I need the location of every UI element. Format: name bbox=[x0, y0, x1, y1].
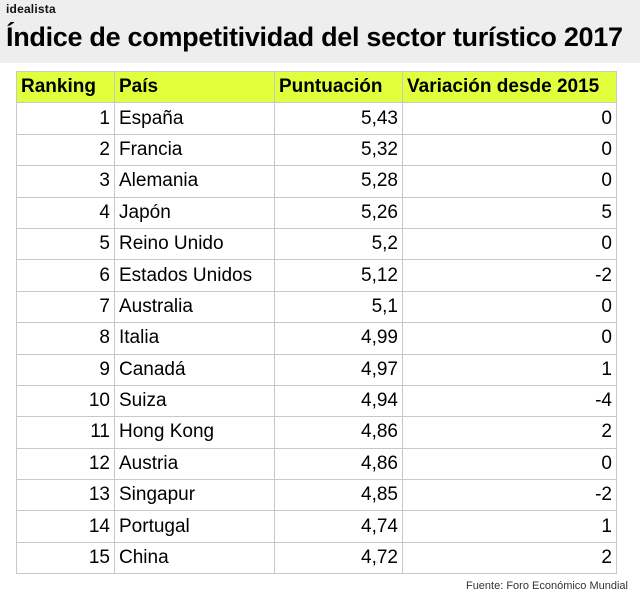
change-cell: 0 bbox=[402, 447, 617, 481]
table-row: 9 Canadá 4,97 1 bbox=[16, 353, 617, 386]
chart-title: Índice de competitividad del sector turí… bbox=[6, 22, 623, 52]
change-cell: 1 bbox=[402, 353, 617, 386]
table-row: 7 Australia 5,1 0 bbox=[16, 290, 617, 324]
score-cell: 5,43 bbox=[274, 102, 403, 135]
country-cell: Estados Unidos bbox=[114, 259, 275, 292]
rank-cell: 15 bbox=[16, 541, 115, 575]
rank-cell: 5 bbox=[16, 227, 115, 261]
score-cell: 5,12 bbox=[274, 259, 403, 292]
score-cell: 4,72 bbox=[274, 541, 403, 575]
change-cell: -2 bbox=[402, 259, 617, 292]
score-cell: 4,97 bbox=[274, 353, 403, 386]
change-cell: 2 bbox=[402, 541, 617, 575]
rank-cell: 11 bbox=[16, 416, 115, 449]
table-row: 1 España 5,43 0 bbox=[16, 102, 617, 135]
table-row: 15 China 4,72 2 bbox=[16, 541, 617, 575]
country-cell: Hong Kong bbox=[114, 416, 275, 449]
table-row: 2 Francia 5,32 0 bbox=[16, 133, 617, 167]
country-cell: Australia bbox=[114, 290, 275, 324]
score-cell: 4,99 bbox=[274, 322, 403, 355]
change-cell: 0 bbox=[402, 133, 617, 167]
change-cell: 0 bbox=[402, 227, 617, 261]
country-cell: Austria bbox=[114, 447, 275, 481]
change-cell: 0 bbox=[402, 322, 617, 355]
rank-cell: 13 bbox=[16, 479, 115, 512]
score-cell: 4,85 bbox=[274, 479, 403, 512]
table-row: 13 Singapur 4,85 -2 bbox=[16, 479, 617, 512]
change-cell: 0 bbox=[402, 290, 617, 324]
country-cell: Portugal bbox=[114, 510, 275, 543]
change-cell: 5 bbox=[402, 196, 617, 229]
rank-cell: 9 bbox=[16, 353, 115, 386]
table-header-row: Ranking País Puntuación Variación desde … bbox=[16, 70, 617, 104]
country-cell: Canadá bbox=[114, 353, 275, 386]
change-cell: 0 bbox=[402, 165, 617, 198]
score-cell: 4,94 bbox=[274, 384, 403, 418]
ranking-table: Ranking País Puntuación Variación desde … bbox=[16, 70, 617, 575]
score-cell: 5,1 bbox=[274, 290, 403, 324]
score-cell: 4,86 bbox=[274, 416, 403, 449]
column-header: País bbox=[114, 70, 275, 104]
brand-logo: idealista bbox=[6, 2, 56, 16]
score-cell: 5,26 bbox=[274, 196, 403, 229]
rank-cell: 12 bbox=[16, 447, 115, 481]
table-row: 12 Austria 4,86 0 bbox=[16, 447, 617, 481]
rank-cell: 2 bbox=[16, 133, 115, 167]
title-band: idealista Índice de competitividad del s… bbox=[0, 0, 640, 63]
country-cell: Italia bbox=[114, 322, 275, 355]
change-cell: -4 bbox=[402, 384, 617, 418]
rank-cell: 8 bbox=[16, 322, 115, 355]
rank-cell: 4 bbox=[16, 196, 115, 229]
change-cell: 2 bbox=[402, 416, 617, 449]
column-header: Ranking bbox=[16, 70, 115, 104]
rank-cell: 3 bbox=[16, 165, 115, 198]
score-cell: 5,32 bbox=[274, 133, 403, 167]
country-cell: Japón bbox=[114, 196, 275, 229]
country-cell: China bbox=[114, 541, 275, 575]
score-cell: 4,86 bbox=[274, 447, 403, 481]
country-cell: Reino Unido bbox=[114, 227, 275, 261]
table-row: 5 Reino Unido 5,2 0 bbox=[16, 227, 617, 261]
table-row: 11 Hong Kong 4,86 2 bbox=[16, 416, 617, 449]
column-header: Variación desde 2015 bbox=[402, 70, 617, 104]
table-row: 3 Alemania 5,28 0 bbox=[16, 165, 617, 198]
change-cell: -2 bbox=[402, 479, 617, 512]
rank-cell: 10 bbox=[16, 384, 115, 418]
rank-cell: 1 bbox=[16, 102, 115, 135]
score-cell: 5,2 bbox=[274, 227, 403, 261]
table-body: 1 España 5,43 0 2 Francia 5,32 0 3 Alemania 5,28 0 4… bbox=[16, 102, 617, 575]
rank-cell: 14 bbox=[16, 510, 115, 543]
country-cell: Suiza bbox=[114, 384, 275, 418]
table-row: 10 Suiza 4,94 -4 bbox=[16, 384, 617, 418]
country-cell: España bbox=[114, 102, 275, 135]
score-cell: 4,74 bbox=[274, 510, 403, 543]
source-note: Fuente: Foro Económico Mundial bbox=[465, 580, 628, 592]
country-cell: Alemania bbox=[114, 165, 275, 198]
change-cell: 0 bbox=[402, 102, 617, 135]
table-row: 4 Japón 5,26 5 bbox=[16, 196, 617, 229]
column-header: Puntuación bbox=[274, 70, 403, 104]
score-cell: 5,28 bbox=[274, 165, 403, 198]
country-cell: Francia bbox=[114, 133, 275, 167]
country-cell: Singapur bbox=[114, 479, 275, 512]
table-row: 6 Estados Unidos 5,12 -2 bbox=[16, 259, 617, 292]
table-row: 8 Italia 4,99 0 bbox=[16, 322, 617, 355]
change-cell: 1 bbox=[402, 510, 617, 543]
rank-cell: 7 bbox=[16, 290, 115, 324]
table-row: 14 Portugal 4,74 1 bbox=[16, 510, 617, 543]
rank-cell: 6 bbox=[16, 259, 115, 292]
